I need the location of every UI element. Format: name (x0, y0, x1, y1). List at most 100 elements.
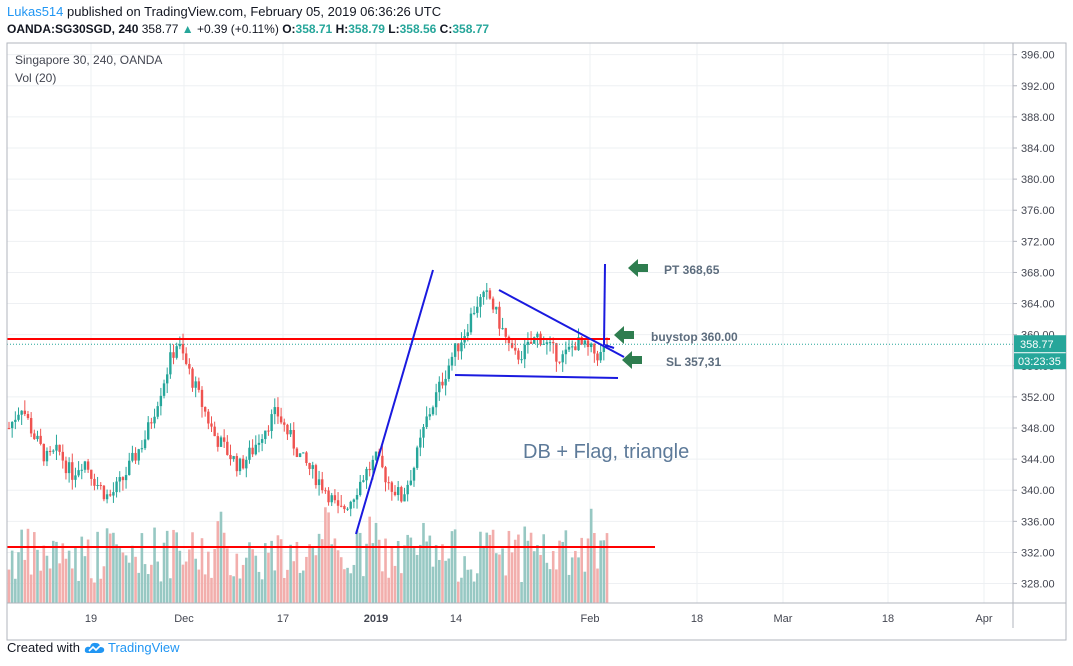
volume-bar (498, 554, 501, 603)
volume-bar (105, 528, 109, 603)
volume-bar (286, 569, 289, 603)
arrow-left-icon (614, 326, 634, 344)
candle-body (71, 462, 74, 480)
low-label: L: (388, 22, 400, 36)
candle-body (295, 448, 299, 457)
candle-body (466, 332, 469, 337)
candle-body (523, 344, 526, 360)
candle-body (131, 452, 134, 461)
volume-bar (336, 550, 340, 603)
low-value: 358.56 (399, 22, 437, 36)
candle-body (245, 459, 248, 469)
candle-body (96, 485, 99, 487)
candle-body (412, 467, 416, 481)
symbol-label: OANDA:SG30SGD, 240 (7, 22, 139, 36)
chart-grid (7, 43, 1013, 603)
countdown-badge (1014, 353, 1066, 370)
candle-body (273, 407, 276, 415)
volume-bar (67, 550, 71, 603)
candle-body (289, 429, 292, 435)
volume-bar (561, 541, 565, 603)
volume-bar (226, 548, 229, 603)
candle-body (469, 313, 473, 333)
candle-body (488, 290, 492, 299)
candle-body (333, 495, 337, 501)
volume-legend: Vol (20) (15, 71, 57, 85)
candle-body (434, 392, 438, 408)
candle-body (589, 343, 593, 347)
volume-bar (450, 531, 454, 603)
candle-body (428, 414, 432, 417)
candle-body (457, 343, 460, 352)
y-tick-label: 376.00 (1021, 205, 1055, 217)
high-label: H: (335, 22, 349, 36)
candle-body (504, 328, 507, 337)
candle-body (324, 490, 327, 492)
candle-body (251, 447, 254, 455)
candle-body (175, 346, 178, 358)
volume-bar (368, 516, 371, 603)
volume-bar (153, 527, 156, 603)
candle-body (403, 494, 406, 502)
symbol-info: OANDA:SG30SGD, 240 358.77 ▲ +0.39 (+0.11… (7, 22, 489, 36)
volume-bar (362, 576, 365, 603)
volume-bar (574, 550, 577, 603)
x-tick-label: Feb (581, 613, 600, 625)
candle-body (36, 435, 39, 440)
candle-body (406, 484, 409, 495)
volume-bar (333, 538, 337, 603)
volume-bar (197, 569, 201, 603)
volume-bar (289, 544, 292, 603)
volume-bar (365, 543, 368, 603)
volume-bar (292, 561, 296, 603)
volume-bar (343, 569, 346, 603)
candle-body (77, 470, 80, 476)
candle-body (520, 359, 523, 361)
volume-bar (80, 536, 84, 603)
chart-axes: 396.00 392.00 388.00 384.00 380.00 376.00 372.… (6, 42, 1067, 641)
candle-body (441, 381, 444, 386)
candle-body (203, 406, 207, 412)
volume-bar (425, 541, 428, 603)
volume-bar (102, 566, 106, 603)
volume-bar (479, 531, 482, 603)
volume-bar (254, 555, 258, 603)
y-tick-label: 380.00 (1021, 174, 1055, 186)
candle-body (80, 469, 83, 471)
volume-bar (422, 522, 425, 603)
x-tick-label: 18 (691, 613, 703, 625)
volume-bar (390, 546, 394, 603)
volume-bar (320, 539, 324, 603)
volume-bar (536, 545, 539, 603)
candle-body (137, 449, 140, 461)
candle-body (23, 410, 27, 415)
candle-body (574, 346, 577, 351)
volume-bar (127, 562, 131, 603)
volume-bar (589, 508, 593, 603)
last-price-badge-text: 358.77 (1020, 339, 1054, 351)
volume-bar (431, 566, 435, 603)
candle-body (336, 500, 340, 506)
candle-body (121, 477, 125, 481)
volume-bar (371, 543, 375, 603)
volume-bar (374, 522, 378, 603)
volume-bar (520, 581, 523, 603)
candle-body (238, 458, 242, 472)
volume-bar (124, 555, 128, 603)
tradingview-logo[interactable]: TradingView (84, 640, 180, 655)
volume-bar (488, 534, 492, 603)
author-link[interactable]: Lukas514 (7, 4, 64, 19)
volume-bar (475, 573, 479, 603)
volume-bar (381, 571, 384, 603)
candle-body (283, 422, 286, 425)
volume-bar (188, 549, 191, 603)
volume-bar (324, 507, 327, 603)
volume-bar (64, 558, 68, 603)
annotation-text: PT 368,65 (664, 263, 720, 277)
arrow-left-icon (628, 259, 648, 277)
candle-body (498, 306, 501, 329)
candle-body (450, 356, 454, 366)
candle-body (26, 414, 30, 419)
volume-bar (146, 574, 150, 603)
